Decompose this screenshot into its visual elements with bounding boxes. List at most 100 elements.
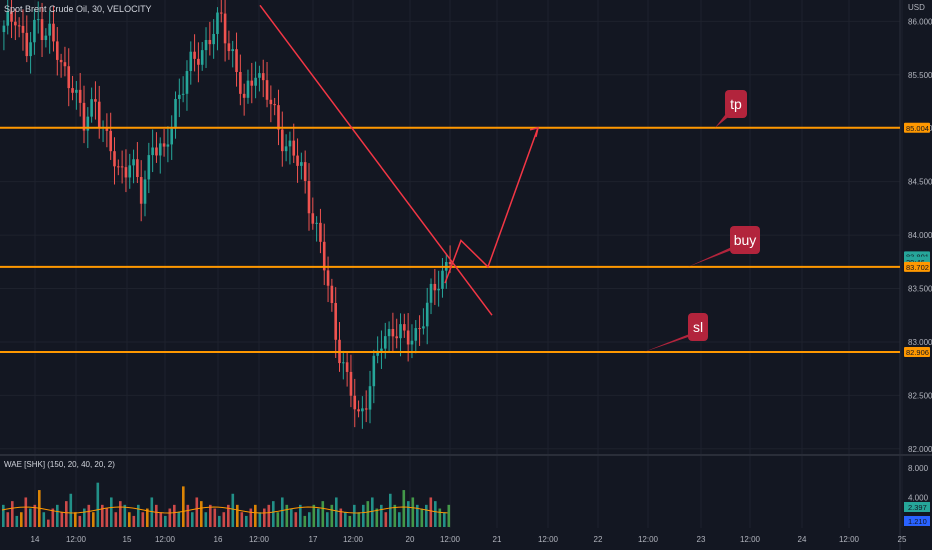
price-axis[interactable]: 86.00085.50085.00084.50084.00083.50083.0…	[904, 3, 932, 454]
candle-body	[448, 262, 452, 265]
indicator-bar	[285, 504, 289, 527]
price-tag	[904, 346, 930, 357]
candle-body	[158, 143, 162, 156]
indicator-tick: 8.000	[908, 464, 929, 473]
indicator-bar	[357, 512, 361, 527]
candle-body	[105, 127, 109, 131]
indicator-bar	[65, 501, 68, 527]
candle-body	[357, 409, 360, 412]
indicator-bar	[362, 504, 365, 527]
x-tick-label: 22	[594, 535, 603, 544]
candle-body	[185, 71, 189, 94]
indicator-bar	[191, 512, 194, 527]
candle-body	[21, 25, 25, 33]
indicator-bar	[200, 501, 203, 527]
indicator-bar	[29, 508, 32, 527]
candle-body	[55, 41, 59, 60]
candle-body	[40, 19, 44, 41]
indicator-bar	[2, 504, 5, 527]
indicator-badge	[904, 502, 930, 512]
x-tick-label: 15	[123, 535, 132, 544]
candle-body	[391, 329, 395, 337]
candle-body	[437, 288, 440, 291]
indicator-bar	[141, 512, 145, 527]
candle-body	[14, 21, 17, 26]
trend-drawings	[259, 4, 539, 316]
candle-body	[166, 144, 170, 147]
indicator-bar	[51, 508, 55, 527]
indicator-bar	[218, 515, 221, 527]
candle-body	[25, 32, 29, 57]
indicator-bar	[101, 504, 104, 527]
candle-body	[75, 89, 78, 93]
indicator-badge-label: 1.210	[908, 517, 927, 526]
indicator-bar	[146, 508, 149, 527]
indicator-bar	[416, 504, 419, 527]
x-tick-label: 12:00	[740, 535, 761, 544]
candle-body	[235, 49, 238, 72]
candle-body	[399, 324, 402, 339]
indicator-bar	[402, 490, 406, 527]
y-tick-label: 82.000	[908, 445, 932, 454]
indicator-bar	[438, 508, 442, 527]
indicator-bar	[303, 515, 307, 527]
indicator-bar	[425, 504, 428, 527]
price-tag-label: 82.906	[906, 348, 929, 357]
candle-body	[6, 11, 10, 26]
indicator-badge	[904, 516, 930, 526]
candle-body	[315, 222, 318, 224]
candle-body	[414, 328, 418, 341]
indicator-bar	[267, 504, 271, 527]
indicator-bar	[434, 501, 437, 527]
indicator-bar	[33, 504, 37, 527]
candle-body	[322, 241, 326, 271]
indicator-bar	[276, 512, 280, 527]
indicator-bar	[69, 493, 73, 527]
symbol-title: Spot Brent Crude Oil, 30, VELOCITY	[4, 4, 152, 14]
time-axis[interactable]: 14 12:00 15 12:00 16 12:00 17 12:00 20 12:00 21 12:…	[31, 535, 907, 544]
x-tick-label: 17	[309, 535, 318, 544]
candle-body	[71, 88, 74, 93]
candle-body	[227, 43, 231, 52]
candle-body	[380, 348, 383, 351]
candle-body	[433, 283, 437, 291]
indicator-bar	[11, 501, 14, 527]
candle-body	[139, 177, 143, 204]
indicator-bar	[249, 508, 253, 527]
indicator-bar	[195, 497, 199, 527]
candle-body	[10, 11, 13, 22]
candle-body	[441, 270, 444, 289]
callout-label-buy: buy	[734, 232, 757, 248]
candle-body	[143, 179, 147, 204]
candle-body	[151, 147, 154, 156]
indicator-bar	[20, 512, 23, 527]
callout-tail	[688, 246, 742, 267]
y-tick-label: 84.500	[908, 178, 932, 187]
indicator-bar	[231, 493, 235, 527]
indicator-bar	[245, 515, 248, 527]
candle-body	[280, 129, 284, 152]
indicator-bar	[236, 504, 239, 527]
indicator-bar	[308, 512, 311, 527]
indicator-bar	[263, 508, 266, 527]
callout-box-tp	[725, 90, 747, 118]
indicator-bar	[420, 508, 424, 527]
indicator-bar	[375, 508, 379, 527]
indicator-bar	[119, 501, 122, 527]
candle-body	[410, 340, 414, 345]
candle-body	[78, 89, 82, 103]
candle-body	[82, 102, 86, 131]
indicator-bar	[299, 504, 302, 527]
candle-body	[67, 66, 71, 89]
callout-label-tp: tp	[730, 96, 742, 112]
indicator-bar	[56, 504, 59, 527]
candle-body	[219, 12, 223, 14]
x-tick-label: 20	[406, 535, 415, 544]
candle-body	[162, 143, 166, 147]
projection-path	[444, 127, 539, 284]
indicator-bar	[258, 512, 262, 527]
candle-body	[288, 140, 292, 147]
candle-body	[349, 371, 353, 396]
